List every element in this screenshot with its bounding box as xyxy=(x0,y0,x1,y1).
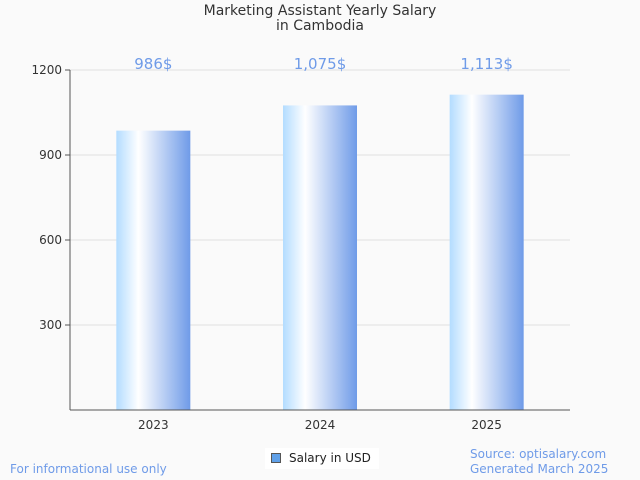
bar-2024 xyxy=(283,105,357,411)
bar-2023 xyxy=(116,130,191,410)
legend-label: Salary in USD xyxy=(289,451,371,465)
title-line-2: in Cambodia xyxy=(275,18,364,34)
legend-swatch xyxy=(271,453,281,463)
y-tick-label: 900 xyxy=(39,148,62,162)
generated-date: Generated March 2025 xyxy=(470,462,609,476)
y-tick-label: 600 xyxy=(39,233,62,247)
x-tick-label: 2025 xyxy=(471,418,502,432)
chart-title: Marketing Assistant Yearly Salary in Cam… xyxy=(0,4,640,34)
bar-2025 xyxy=(449,94,524,411)
data-label: 986$ xyxy=(134,55,172,73)
data-label: 1,113$ xyxy=(460,55,513,73)
title-line-1: Marketing Assistant Yearly Salary xyxy=(203,3,437,19)
x-tick-label: 2024 xyxy=(305,418,336,432)
y-tick-label: 1200 xyxy=(31,63,62,77)
disclaimer: For informational use only xyxy=(10,462,167,476)
x-tick-label: 2023 xyxy=(138,418,169,432)
y-tick-label: 300 xyxy=(39,318,62,332)
legend: Salary in USD xyxy=(265,448,379,469)
source-link[interactable]: Source: optisalary.com xyxy=(470,447,607,461)
data-label: 1,075$ xyxy=(294,55,347,73)
